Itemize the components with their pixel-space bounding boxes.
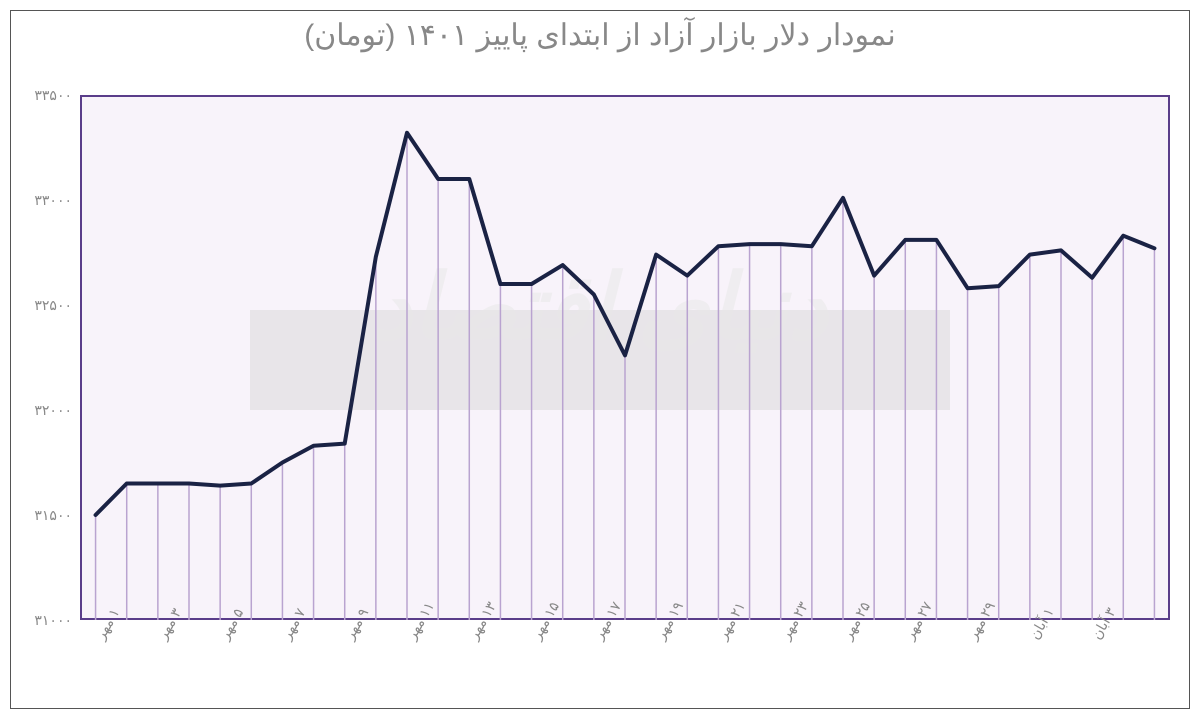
chart-svg <box>80 95 1170 620</box>
y-tick-label: ۳۳۰۰۰ <box>12 192 72 209</box>
y-tick-label: ۳۲۰۰۰ <box>12 402 72 419</box>
chart-title: نمودار دلار بازار آزاد از ابتدای پاییز ۱… <box>0 18 1200 53</box>
y-tick-label: ۳۳۵۰۰ <box>12 87 72 104</box>
y-tick-label: ۳۲۵۰۰ <box>12 297 72 314</box>
y-tick-label: ۳۱۵۰۰ <box>12 507 72 524</box>
y-tick-label: ۳۱۰۰۰ <box>12 612 72 629</box>
